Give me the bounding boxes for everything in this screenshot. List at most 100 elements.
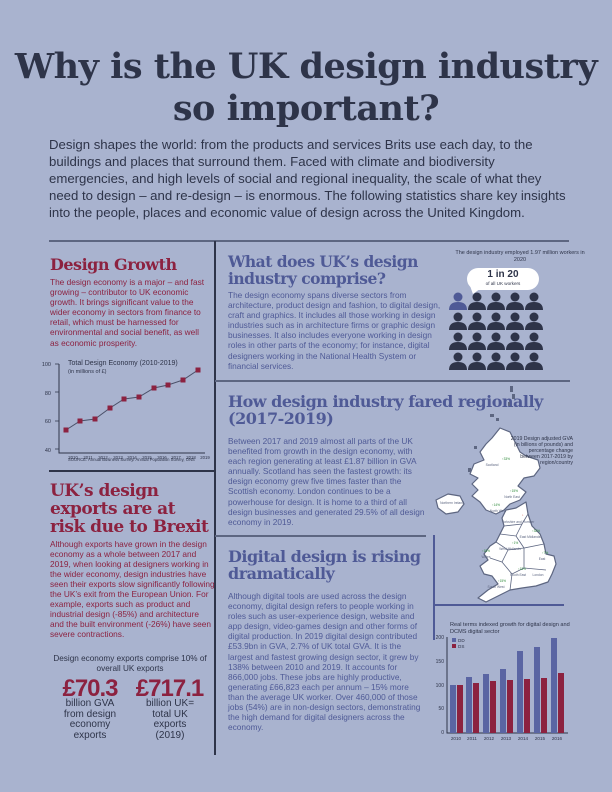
person-icon (449, 352, 468, 372)
line-chart-source: SOURCE: Annual Business Survey/ Annual P… (68, 457, 195, 462)
svg-text:2018: 2018 (186, 455, 196, 460)
person-icon (449, 312, 468, 332)
svg-text:2012: 2012 (98, 455, 108, 460)
svg-text:2019: 2019 (200, 455, 210, 460)
ratio-speech-bubble: 1 in 20 of all UK workers (467, 268, 539, 290)
person-icon (525, 352, 544, 372)
left-column-divider (214, 241, 216, 755)
person-icon (468, 332, 487, 352)
top-divider (49, 240, 569, 242)
svg-text:2016: 2016 (157, 455, 167, 460)
total-design-economy-line-chart: 100 80 60 40 2010 2011 2012 2013 2014 20… (42, 362, 211, 460)
svg-text:Scotland: Scotland (486, 463, 499, 467)
svg-text:↑18%: ↑18% (482, 549, 490, 553)
intro-paragraph: Design shapes the world: from the produc… (49, 137, 566, 220)
svg-text:2013: 2013 (113, 455, 123, 460)
person-icon (525, 292, 544, 312)
svg-text:↑7%: ↑7% (542, 551, 548, 555)
svg-text:North East: North East (504, 495, 520, 499)
svg-text:2015: 2015 (142, 455, 152, 460)
svg-text:200: 200 (436, 635, 445, 641)
svg-text:150: 150 (436, 659, 445, 665)
person-icon (468, 352, 487, 372)
stat-exports-gva-value: £70.3 (62, 675, 118, 702)
svg-text:East Midlands: East Midlands (520, 535, 541, 539)
svg-text:West Midlands: West Midlands (499, 547, 521, 551)
svg-text:↑15%: ↑15% (498, 579, 506, 583)
people-pictogram (449, 292, 545, 372)
stat-total-exports-caption: billion UK= total UK exports (2019) (145, 698, 195, 741)
exports-note: Design economy exports comprise 10% of o… (53, 654, 207, 673)
design-growth-heading: Design Growth (50, 255, 177, 274)
svg-text:2017: 2017 (171, 455, 181, 460)
map-caption: 2019 Design adjusted GVA (in billions of… (510, 436, 573, 466)
svg-text:2014: 2014 (518, 736, 529, 741)
mid-divider-1 (215, 380, 570, 382)
svg-text:60: 60 (45, 419, 51, 425)
digital-body: Although digital tools are used across t… (228, 591, 421, 733)
person-icon (525, 332, 544, 352)
left-divider (49, 470, 215, 472)
svg-text:DD: DD (458, 638, 465, 643)
person-icon (506, 352, 525, 372)
person-icon (449, 292, 468, 312)
svg-text:↑14%: ↑14% (492, 503, 500, 507)
person-icon (487, 312, 506, 332)
design-growth-body: The design economy is a major – and fast… (50, 277, 205, 348)
person-icon (468, 292, 487, 312)
ratio-subtitle: of all UK workers (485, 281, 521, 286)
person-icon (506, 332, 525, 352)
person-icon (487, 352, 506, 372)
stat-total-exports-value: £717.1 (135, 675, 204, 702)
comprise-body: The design economy spans diverse sectors… (228, 290, 441, 371)
svg-text:↓: ↓ (522, 513, 524, 517)
svg-text:↑1%: ↑1% (512, 541, 518, 545)
mid-divider-2 (215, 535, 426, 537)
svg-text:2010: 2010 (68, 455, 78, 460)
uk-map: Scotland Northern Ireland North East Nor… (435, 386, 557, 603)
line-chart-subtitle: (in millions of £) (68, 369, 107, 375)
svg-text:2011: 2011 (467, 736, 477, 741)
comprise-heading: What does UK’s design industry comprise? (228, 252, 418, 288)
regional-heading: How design industry fared regionally (20… (228, 392, 543, 428)
workers-caption: The design industry employed 1.97 millio… (455, 250, 585, 263)
map-frame-left (433, 535, 435, 640)
person-icon (506, 312, 525, 332)
exports-body: Although exports have grown in the desig… (50, 539, 215, 639)
line-chart-title: Total Design Economy (2010-2019) (68, 360, 178, 367)
svg-text:↑15%: ↑15% (510, 489, 518, 493)
svg-text:Wales: Wales (481, 555, 490, 559)
svg-text:North West: North West (490, 509, 507, 513)
svg-text:South West: South West (488, 585, 505, 589)
svg-text:↑32%: ↑32% (532, 529, 540, 533)
svg-text:↑33%: ↑33% (502, 457, 510, 461)
person-icon (487, 332, 506, 352)
person-icon (449, 332, 468, 352)
bar-chart-title: Real terms indexed growth for digital de… (450, 622, 570, 635)
svg-text:Northern Ireland: Northern Ireland (440, 501, 464, 505)
page-title: Why is the UK design industry so importa… (14, 46, 598, 129)
svg-text:2011: 2011 (83, 455, 93, 460)
svg-text:East: East (539, 557, 546, 561)
person-icon (468, 312, 487, 332)
svg-text:Yorkshire and Humber: Yorkshire and Humber (502, 520, 536, 524)
svg-text:50: 50 (438, 706, 444, 712)
svg-text:100: 100 (42, 362, 51, 368)
person-icon (525, 312, 544, 332)
svg-text:40: 40 (45, 448, 51, 454)
svg-text:South East: South East (510, 573, 526, 577)
svg-text:0: 0 (441, 730, 444, 736)
svg-text:80: 80 (45, 391, 51, 397)
svg-text:2016: 2016 (552, 736, 563, 741)
ratio-value: 1 in 20 (487, 269, 519, 280)
stat-exports-gva-caption: billion GVA from design economy exports (63, 698, 117, 741)
map-frame-bottom (434, 604, 564, 606)
svg-text:100: 100 (436, 683, 445, 689)
person-icon (487, 292, 506, 312)
svg-text:↑13%: ↑13% (518, 567, 526, 571)
exports-heading: UK’s design exports are at risk due to B… (50, 481, 209, 537)
svg-text:2012: 2012 (484, 736, 495, 741)
svg-text:DS: DS (458, 644, 464, 649)
svg-text:2010: 2010 (451, 736, 462, 741)
svg-text:2015: 2015 (535, 736, 546, 741)
